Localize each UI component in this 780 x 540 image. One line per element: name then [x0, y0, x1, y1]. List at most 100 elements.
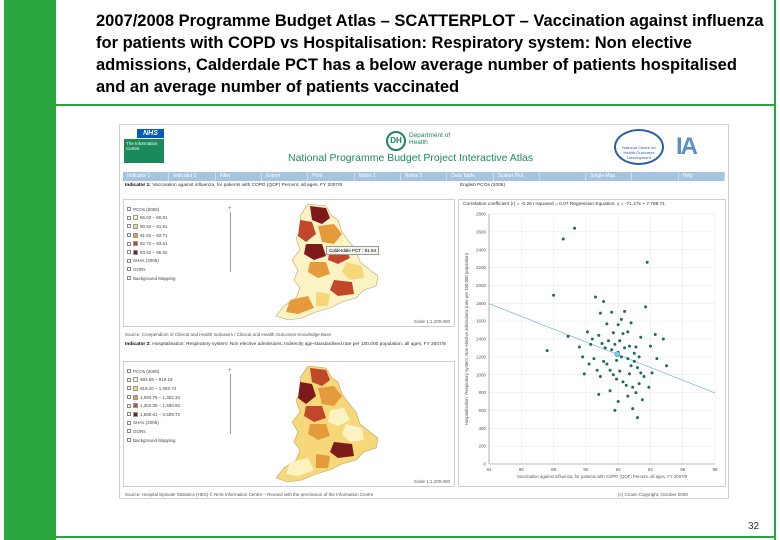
scatter-point[interactable]	[624, 383, 628, 387]
tab-data-table[interactable]: Data Table	[447, 172, 494, 181]
scatter-point[interactable]	[552, 293, 556, 297]
legend-row[interactable]: 91.92 – 92.71	[127, 231, 195, 240]
scatter-point[interactable]	[653, 333, 657, 337]
zoom-in-icon[interactable]: +	[228, 206, 232, 212]
tab-print[interactable]: Print	[308, 172, 355, 181]
legend-checkbox[interactable]	[127, 377, 131, 382]
legend-checkbox[interactable]	[127, 258, 131, 263]
scatter-plot[interactable]: 2800260024002200200018001600140012001000…	[459, 210, 725, 486]
scatter-point[interactable]	[618, 369, 622, 373]
scatter-point[interactable]	[621, 380, 625, 384]
scatter-point[interactable]	[619, 355, 623, 359]
legend-row[interactable]: SHAs (2006)	[127, 257, 195, 266]
legend-row[interactable]: 93.62 – 95.92	[127, 248, 195, 257]
scatter-point[interactable]	[582, 372, 586, 376]
scatter-point[interactable]	[645, 260, 649, 264]
scatter-point[interactable]	[648, 344, 652, 348]
scatter-point[interactable]	[589, 342, 593, 346]
legend-checkbox[interactable]	[127, 207, 131, 212]
england-map-2[interactable]	[238, 364, 388, 484]
scatter-point[interactable]	[634, 345, 638, 349]
scatter-point[interactable]	[595, 368, 599, 372]
scatter-point[interactable]	[610, 348, 614, 352]
scatter-point[interactable]	[615, 358, 619, 362]
scatter-point[interactable]	[619, 317, 623, 321]
scatter-point[interactable]	[636, 416, 640, 420]
scatter-point[interactable]	[566, 334, 570, 338]
scatter-point[interactable]	[577, 345, 581, 349]
legend-checkbox[interactable]	[127, 412, 131, 417]
scatter-point[interactable]	[629, 321, 633, 325]
legend-row[interactable]: 92.72 – 93.61	[127, 239, 195, 248]
scatter-point[interactable]	[626, 330, 630, 334]
scatter-point[interactable]	[592, 357, 596, 361]
scatter-point[interactable]	[627, 344, 631, 348]
scatter-point[interactable]	[634, 391, 638, 395]
scatter-point[interactable]	[594, 295, 598, 299]
scatter-point[interactable]	[611, 373, 615, 377]
legend-checkbox[interactable]	[127, 369, 131, 374]
scatter-point[interactable]	[615, 377, 619, 381]
scatter-point[interactable]	[631, 385, 635, 389]
scatter-point[interactable]	[603, 346, 607, 350]
legend-row[interactable]: 1,302.35 – 1,590.60	[127, 401, 195, 410]
legend-checkbox[interactable]	[127, 403, 131, 408]
scatter-point[interactable]	[616, 323, 620, 327]
legend-checkbox[interactable]	[127, 276, 131, 281]
england-map-1[interactable]	[238, 202, 388, 324]
scatter-point[interactable]	[637, 355, 641, 359]
scatter-point[interactable]	[623, 309, 627, 313]
scatter-point[interactable]	[640, 398, 644, 402]
calderdale-point[interactable]	[614, 351, 621, 358]
scatter-point[interactable]	[637, 382, 641, 386]
legend-row[interactable]: 86.02 – 90.91	[127, 214, 195, 223]
legend-row[interactable]: 583.69 – 919.19	[127, 376, 195, 385]
tab-indicator-2[interactable]: Indicator 2	[169, 172, 216, 181]
zoom-slider-2[interactable]: +	[228, 368, 234, 438]
scatter-point[interactable]	[665, 364, 669, 368]
scatter-point[interactable]	[597, 333, 601, 337]
scatter-point[interactable]	[581, 355, 585, 359]
legend-row[interactable]: 1,590.61 – 2,509.72	[127, 410, 195, 419]
legend-row[interactable]: 90.92 – 91.91	[127, 222, 195, 231]
scatter-point[interactable]	[632, 351, 636, 355]
legend-row[interactable]: Background Mapping	[127, 274, 195, 283]
tab-notes-2[interactable]: Notes 2	[401, 172, 448, 181]
scatter-point[interactable]	[600, 341, 604, 345]
zoom-track[interactable]	[230, 212, 231, 272]
scatter-point[interactable]	[642, 375, 646, 378]
legend-row[interactable]: 919.20 – 1,093.74	[127, 384, 195, 393]
scatter-point[interactable]	[632, 359, 636, 363]
scatter-point[interactable]	[573, 226, 577, 230]
zoom-in-icon-2[interactable]: +	[228, 368, 232, 374]
scatter-point[interactable]	[610, 310, 614, 314]
scatter-point[interactable]	[561, 237, 565, 241]
tab-filter[interactable]: Filter	[216, 172, 262, 181]
legend-checkbox[interactable]	[127, 233, 131, 238]
legend-row[interactable]: Background Mapping	[127, 436, 195, 445]
scatter-point[interactable]	[606, 339, 610, 343]
tab-indicator-1[interactable]: Indicator 1	[123, 172, 170, 181]
zoom-slider[interactable]: +	[228, 206, 234, 276]
scatter-point[interactable]	[636, 366, 640, 370]
scatter-point[interactable]	[650, 371, 654, 375]
scatter-point[interactable]	[545, 349, 549, 353]
legend-row[interactable]: SHAs (2006)	[127, 419, 195, 428]
scatter-point[interactable]	[587, 362, 591, 366]
legend-checkbox[interactable]	[127, 250, 131, 255]
scatter-point[interactable]	[602, 359, 606, 363]
legend-checkbox[interactable]	[127, 215, 131, 220]
zoom-track-2[interactable]	[230, 374, 231, 434]
legend-row[interactable]: PCOs (2006)	[127, 367, 195, 376]
scatter-point[interactable]	[647, 385, 651, 389]
scatter-point[interactable]	[608, 368, 612, 372]
tab-single-map[interactable]: Single Map	[586, 172, 633, 181]
scatter-point[interactable]	[602, 300, 606, 303]
legend-checkbox[interactable]	[127, 267, 131, 272]
tab-scatter-plot[interactable]: Scatter Plot	[494, 172, 540, 181]
legend-checkbox[interactable]	[127, 429, 131, 434]
legend-checkbox[interactable]	[127, 420, 131, 425]
scatter-point[interactable]	[655, 357, 659, 361]
scatter-point[interactable]	[639, 371, 643, 375]
legend-checkbox[interactable]	[127, 386, 131, 391]
